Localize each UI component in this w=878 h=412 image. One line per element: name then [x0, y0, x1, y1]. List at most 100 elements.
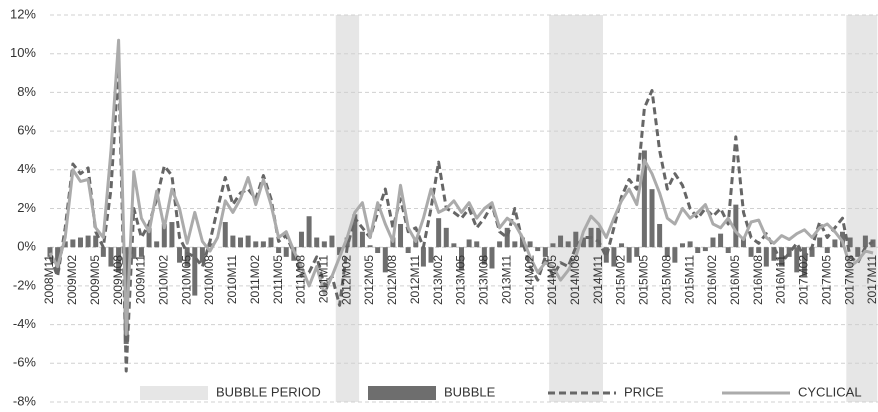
x-tick-label: 2011M08	[294, 255, 308, 304]
bubble-bar	[283, 247, 289, 257]
bubble-bar	[695, 247, 701, 254]
bubble-bar	[580, 237, 586, 248]
bubble-bar	[268, 237, 274, 248]
legend-label: BUBBLE	[444, 384, 496, 399]
x-tick-label: 2013M05	[454, 255, 468, 305]
x-tick-label: 2012M11	[408, 255, 422, 304]
x-tick-label: 2015M05	[637, 255, 651, 305]
bubble-bar	[161, 223, 167, 248]
bubble-period-band	[869, 15, 878, 402]
bubble-bar	[748, 247, 754, 257]
x-tick-label: 2012M08	[385, 255, 399, 305]
x-tick-label: 2014M05	[545, 255, 559, 305]
bubble-bar	[801, 247, 807, 277]
x-tick-label: 2016M11	[774, 255, 788, 304]
bubble-bar	[398, 223, 404, 248]
bubble-bar	[565, 241, 571, 248]
x-tick-label: 2012M02	[339, 255, 353, 305]
y-tick-label: -8%	[13, 393, 37, 408]
bubble-bar	[771, 247, 777, 261]
bubble-bar	[337, 247, 343, 255]
bubble-bar	[352, 214, 358, 248]
legend-swatch	[368, 386, 436, 400]
x-tick-label: 2016M02	[705, 255, 719, 305]
x-tick-label: 2015M11	[682, 255, 696, 304]
bubble-bar	[428, 247, 434, 263]
x-tick-label: 2009M05	[88, 255, 102, 305]
bubble-bar	[809, 247, 815, 257]
x-tick-label: 2015M02	[614, 255, 628, 305]
bubble-bar	[794, 247, 800, 273]
bubble-bar	[527, 241, 533, 248]
bubble-bar	[154, 241, 160, 248]
bubble-bar	[55, 247, 61, 271]
bubble-bar	[489, 247, 495, 269]
bubble-bar	[687, 241, 693, 248]
bubble-bar	[177, 247, 183, 263]
bubble-period-band	[556, 15, 565, 402]
bubble-bar	[512, 241, 518, 248]
bubble-bar	[672, 247, 678, 263]
x-tick-label: 2014M02	[522, 255, 536, 305]
x-tick-label: 2017M02	[797, 255, 811, 305]
bubble-period-band	[549, 15, 558, 402]
y-tick-label: 0%	[17, 239, 36, 254]
bubble-bar	[779, 247, 785, 267]
bubble-bar	[497, 241, 503, 248]
bubble-bar	[657, 223, 663, 248]
y-tick-label: 2%	[17, 200, 36, 215]
x-tick-label: 2015M08	[659, 255, 673, 305]
bubble-bar	[596, 227, 602, 248]
x-tick-label: 2013M11	[499, 255, 513, 304]
bubble-bar	[199, 247, 205, 263]
bubble-bar	[763, 247, 769, 267]
bubble-bar	[169, 222, 175, 248]
bubble-bar	[93, 235, 99, 248]
bubble-bar	[679, 243, 685, 248]
bubble-bar	[710, 237, 716, 248]
bubble-bar	[756, 247, 762, 254]
bubble-bar	[329, 235, 335, 248]
bubble-bar	[245, 235, 251, 248]
x-tick-label: 2017M11	[865, 255, 878, 304]
bubble-bar	[382, 247, 388, 273]
bubble-bar	[420, 247, 426, 267]
bubble-bar	[832, 239, 838, 248]
bubble-bar	[184, 247, 190, 267]
bubble-bar	[47, 247, 53, 257]
x-tick-label: 2010M02	[156, 255, 170, 305]
bubble-bar	[558, 235, 564, 248]
bubble-bar	[641, 150, 647, 248]
bubble-bar	[786, 247, 792, 257]
bubble-bar	[466, 239, 472, 248]
bubble-bar	[611, 247, 617, 267]
bubble-bar	[725, 247, 731, 254]
bubble-bar	[222, 222, 228, 248]
y-tick-label: -6%	[13, 355, 37, 370]
bubble-bar	[253, 241, 259, 248]
x-tick-label: 2016M08	[751, 255, 765, 305]
x-tick-label: 2013M02	[431, 255, 445, 305]
x-tick-label: 2014M11	[591, 255, 605, 304]
bubble-bar	[77, 237, 83, 248]
bubble-period-band	[351, 15, 360, 402]
bubble-bar	[459, 247, 464, 271]
x-tick-label: 2017M05	[819, 255, 833, 305]
bubble-bar	[733, 204, 739, 248]
bubble-bar	[443, 227, 449, 248]
bubble-bar	[634, 247, 640, 257]
x-tick-label: 2014M08	[568, 255, 582, 305]
x-tick-label: 2008M11	[42, 255, 56, 304]
bubble-bar	[870, 239, 876, 248]
x-tick-label: 2011M02	[248, 255, 262, 304]
y-tick-label: -4%	[13, 316, 37, 331]
x-tick-label: 2017M08	[842, 255, 856, 305]
x-tick-label: 2010M11	[225, 255, 239, 304]
y-tick-label: 6%	[17, 123, 36, 138]
x-tick-label: 2011M11	[317, 255, 331, 304]
bubble-bar	[542, 247, 548, 257]
price-line	[48, 61, 874, 373]
bubble-bar	[436, 218, 442, 248]
bubble-bar	[573, 231, 579, 248]
x-tick-label: 2009M02	[65, 255, 79, 305]
